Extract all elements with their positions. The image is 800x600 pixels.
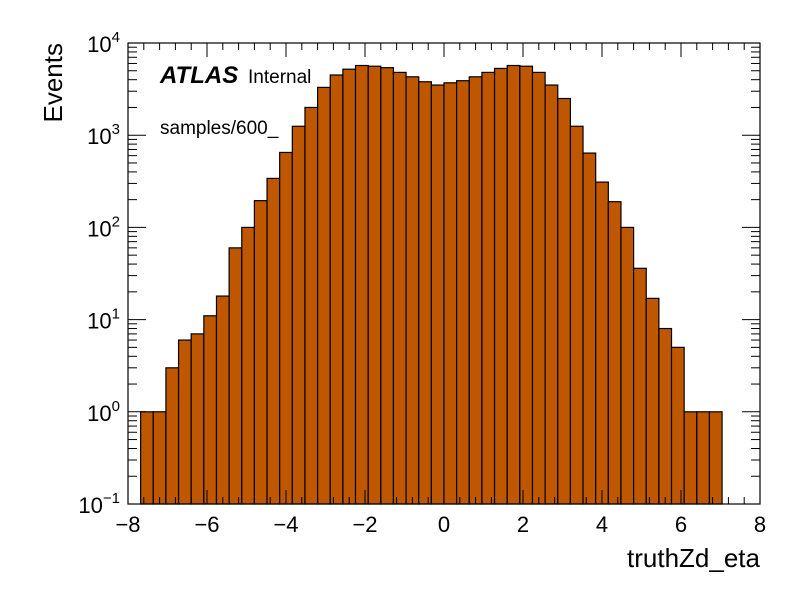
histogram-bar (367, 65, 382, 505)
histogram-bar (279, 151, 293, 505)
histogram-bar (203, 315, 218, 505)
x-tick-label: 4 (596, 512, 608, 537)
y-tick-label: 104 (87, 29, 120, 57)
y-tick-label: 103 (87, 121, 120, 149)
histogram-bar (380, 67, 395, 505)
sample-label: samples/600_ (160, 118, 279, 139)
histogram-bar (291, 125, 306, 505)
histogram-bar (632, 267, 647, 505)
histogram-bar (165, 367, 180, 505)
x-tick-label: 8 (754, 512, 766, 537)
x-tick-labels: −8 −6 −4 −2 0 2 4 6 8 (115, 512, 766, 537)
y-tick-label: 100 (87, 398, 120, 426)
histogram-bar (177, 339, 192, 505)
histogram-bar (696, 411, 711, 505)
y-tick-label: 101 (87, 306, 120, 334)
histogram-bar (708, 411, 723, 505)
histogram-bar (481, 71, 496, 505)
histogram-bar (228, 247, 243, 505)
internal-label: Internal (248, 67, 311, 88)
y-axis-title: Events (38, 43, 68, 123)
histogram-bar (304, 106, 319, 505)
x-tick-label: −2 (352, 512, 377, 537)
histogram-bar (329, 74, 344, 505)
y-tick-label: 102 (87, 213, 120, 241)
histogram-bar (342, 68, 357, 505)
histogram-bar (190, 333, 205, 505)
histogram-bar (152, 411, 167, 505)
histogram-bar (443, 82, 458, 505)
x-axis-title: truthZd_eta (627, 543, 761, 573)
x-tick-label: −8 (115, 512, 140, 537)
plot-frame (127, 42, 761, 505)
x-tick-label: 2 (517, 512, 529, 537)
histogram-bar (493, 67, 508, 505)
x-tick-label: −6 (194, 512, 219, 537)
x-tick-label: −4 (273, 512, 298, 537)
histogram-bar (241, 226, 255, 505)
histogram-bar (658, 327, 673, 505)
histogram-bar (430, 84, 445, 505)
x-tick-label: 6 (675, 512, 687, 537)
histogram-bar (683, 411, 698, 505)
histogram-bar (266, 177, 281, 505)
histogram-bar (531, 71, 546, 505)
histogram-bar (392, 71, 407, 505)
histogram-bar (354, 64, 369, 505)
histogram-bar (506, 64, 521, 505)
histogram-bar (519, 65, 534, 505)
histogram-bar (582, 152, 597, 505)
histogram-bar (405, 76, 420, 505)
histogram-bar (468, 76, 483, 505)
atlas-label: ATLAS (159, 62, 238, 89)
histogram-bar (645, 297, 660, 505)
histogram-bar (140, 411, 154, 505)
histogram-bar (569, 125, 584, 505)
y-tick-label: 10−1 (78, 490, 120, 518)
histogram-bar (215, 295, 230, 505)
histogram-bar (253, 200, 268, 505)
histogram-bar (456, 80, 470, 505)
histogram-bar (670, 346, 685, 505)
histogram-bar (607, 201, 622, 505)
histogram-bar (544, 84, 559, 505)
histogram-bar (595, 181, 609, 505)
histogram-bar (317, 86, 331, 505)
x-tick-label: 0 (438, 512, 450, 537)
histogram-bar (557, 97, 572, 505)
y-tick-labels: 10−1 100 101 102 103 104 (78, 29, 120, 518)
histogram-bar (620, 226, 635, 505)
histogram-bar (418, 81, 432, 505)
